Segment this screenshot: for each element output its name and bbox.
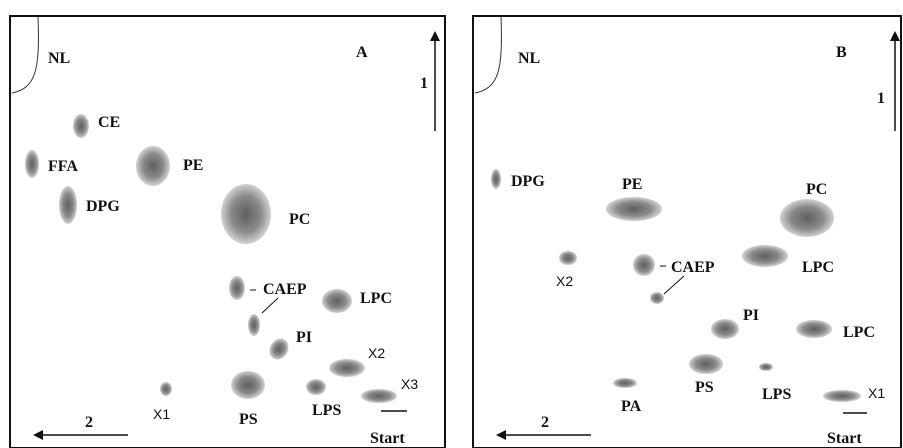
panel-b-label-pe: PE	[622, 176, 642, 193]
panel-a-direction-1-label: 1	[420, 75, 428, 92]
panel-a: NL A 1 2 Start CE FFA PE DPG PC CAEP LPC…	[9, 15, 446, 448]
panel-b-spot-ps	[689, 354, 723, 374]
panel-a-spot-ffa	[25, 150, 39, 178]
panel-a-spot-caep-lower	[248, 314, 260, 336]
panel-b-label-pa: PA	[621, 398, 642, 415]
panel-b-spot-x1	[823, 390, 861, 402]
panel-b-label-pc: PC	[806, 181, 827, 198]
panel-a-spot-lps	[306, 379, 326, 395]
panel-b-spot-pa	[613, 378, 637, 388]
panel-a-label-pe: PE	[183, 157, 203, 174]
panel-a-label-x2: X2	[368, 345, 385, 361]
panel-a-label-x3: X3	[401, 376, 418, 392]
panel-a-caep-leader	[261, 297, 279, 314]
panel-b-origin-curve	[474, 16, 502, 94]
panel-a-label-ce: CE	[98, 114, 120, 131]
panel-a-spot-x1	[160, 382, 172, 396]
panel-a-label-pi: PI	[296, 329, 312, 346]
panel-b-label-caep: CAEP	[671, 259, 715, 276]
panel-a-frame	[9, 15, 446, 448]
panel-b-spot-dpg	[491, 169, 501, 189]
panel-b-spot-caep-lower	[650, 292, 664, 304]
panel-b-label-x2: X2	[556, 273, 573, 289]
panel-b-nl-label: NL	[518, 50, 540, 67]
panel-b-caep-leader	[663, 275, 685, 295]
panel-b-label-pi: PI	[743, 307, 759, 324]
panel-b-label-lps: LPS	[762, 386, 791, 403]
panel-a-label-caep: CAEP	[263, 281, 307, 298]
panel-a-title: A	[356, 44, 368, 61]
panel-a-spot-x3	[361, 389, 397, 403]
panel-b-spot-pc	[780, 199, 834, 237]
panel-a-label-ffa: FFA	[48, 158, 78, 175]
panel-a-spot-pe	[136, 146, 170, 186]
panel-a-label-lpc: LPC	[360, 290, 392, 307]
panel-a-spot-pc	[221, 184, 271, 244]
panel-b-label-dpg: DPG	[511, 173, 545, 190]
panel-b-label-x1: X1	[868, 385, 885, 401]
panel-a-label-dpg: DPG	[86, 198, 120, 215]
panel-b-label-lpc-lower: LPC	[843, 324, 875, 341]
panel-b-spot-lpc-upper	[742, 245, 788, 267]
panel-a-label-ps: PS	[239, 411, 258, 428]
panel-a-spot-pi	[269, 338, 289, 360]
panel-a-spot-x2	[329, 359, 365, 377]
panel-b-spot-caep-upper	[633, 254, 655, 276]
panel-b-start-label: Start	[827, 430, 862, 447]
panel-a-origin-curve	[11, 16, 39, 94]
panel-a-spot-lpc	[322, 289, 352, 313]
panel-a-spot-ps	[231, 371, 265, 399]
panel-b-title: B	[836, 44, 847, 61]
panel-a-spot-dpg	[59, 186, 77, 224]
panel-b-label-ps: PS	[695, 379, 714, 396]
panel-a-spot-ce	[73, 114, 89, 138]
panel-b-spot-pe	[606, 197, 662, 221]
panel-b: NL B 1 2 Start DPG PE PC X2 CAEP LPC PI …	[472, 15, 902, 448]
panel-b-frame	[472, 15, 902, 448]
panel-a-label-x1: X1	[153, 406, 170, 422]
panel-b-spot-pi	[711, 319, 739, 339]
panel-b-label-lpc-upper: LPC	[802, 259, 834, 276]
panel-a-nl-label: NL	[48, 50, 70, 67]
panel-a-start-label: Start	[370, 430, 405, 447]
panel-a-spot-caep-upper	[229, 276, 245, 300]
panel-b-spot-lps	[759, 363, 773, 371]
panel-b-spot-x2	[559, 251, 577, 265]
panel-b-direction-2-label: 2	[541, 414, 549, 431]
panel-a-direction-2-label: 2	[85, 414, 93, 431]
panel-b-spot-lpc-lower	[796, 320, 832, 338]
panel-a-label-pc: PC	[289, 211, 310, 228]
panel-a-label-lps: LPS	[312, 402, 341, 419]
panel-b-direction-1-label: 1	[877, 90, 885, 107]
